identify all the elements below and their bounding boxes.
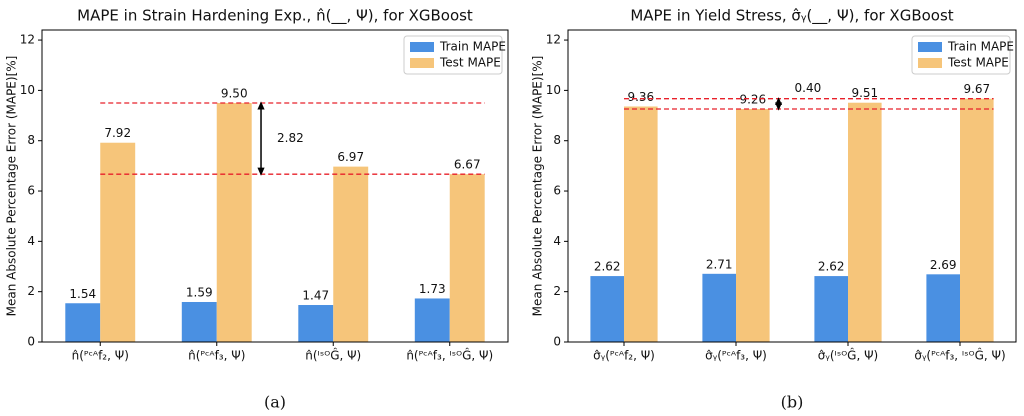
bar	[333, 166, 369, 342]
value-label: 2.69	[930, 258, 957, 272]
x-tick-label: n̂(ᴾᶜᴬf₃, Ψ)	[188, 349, 245, 363]
caption: (a)	[264, 393, 286, 412]
bar	[848, 102, 882, 342]
caption: (b)	[781, 393, 804, 412]
chart-title: MAPE in Yield Stress, σ̂ᵧ(__, Ψ), for XG…	[630, 7, 953, 26]
value-label: 7.92	[104, 126, 131, 140]
y-tick-label: 0	[553, 335, 561, 349]
y-tick-label: 2	[27, 284, 35, 298]
value-label: 9.67	[963, 82, 990, 96]
bar	[216, 102, 252, 342]
legend-swatch	[918, 58, 942, 68]
legend-label: Train MAPE	[439, 40, 506, 54]
y-tick-label: 6	[553, 184, 561, 198]
value-label: 9.36	[627, 90, 654, 104]
bar	[414, 298, 450, 342]
x-tick-label: σ̂ᵧ(ᴾᶜᴬf₃, ᴵˢᴼĜ, Ψ)	[914, 348, 1005, 363]
bar	[298, 305, 334, 342]
y-tick-label: 10	[546, 83, 561, 97]
y-tick-label: 12	[546, 33, 561, 47]
bar	[100, 142, 136, 342]
y-tick-label: 10	[20, 83, 35, 97]
y-tick-label: 12	[20, 33, 35, 47]
y-tick-label: 6	[27, 184, 35, 198]
y-axis-label: Mean Absolute Percentage Error (MAPE)[%]	[531, 56, 545, 317]
x-tick-label: σ̂ᵧ(ᴾᶜᴬf₂, Ψ)	[593, 349, 655, 363]
y-tick-label: 8	[553, 133, 561, 147]
legend-swatch	[410, 42, 434, 52]
legend-label: Train MAPE	[947, 40, 1014, 54]
x-tick-label: σ̂ᵧ(ᴾᶜᴬf₃, Ψ)	[705, 349, 767, 363]
value-label: 1.59	[186, 285, 213, 299]
bar	[960, 98, 994, 342]
y-tick-label: 8	[27, 133, 35, 147]
y-tick-label: 4	[553, 234, 561, 248]
legend-swatch	[410, 58, 434, 68]
bar	[926, 274, 960, 342]
bar	[702, 273, 736, 342]
bar	[814, 276, 848, 342]
value-label: 2.62	[594, 260, 621, 274]
legend-label: Test MAPE	[439, 56, 501, 70]
value-label: 1.47	[302, 289, 329, 303]
chart-title: MAPE in Strain Hardening Exp., n̂(__, Ψ)…	[77, 7, 473, 26]
plot-frame	[41, 29, 509, 343]
value-label: 6.67	[454, 158, 481, 172]
value-label: 1.73	[419, 282, 446, 296]
y-tick-label: 0	[27, 335, 35, 349]
y-tick-label: 2	[553, 284, 561, 298]
bar	[736, 109, 770, 342]
bar	[65, 303, 101, 342]
value-label: 6.97	[337, 150, 364, 164]
annotation: 0.40	[795, 81, 822, 95]
value-label: 9.26	[739, 93, 766, 107]
x-tick-label: n̂(ᴵˢᴼĜ, Ψ)	[305, 348, 361, 363]
legend-label: Test MAPE	[947, 56, 1009, 70]
bar	[181, 301, 217, 342]
y-axis-label: Mean Absolute Percentage Error (MAPE)[%]	[5, 56, 19, 317]
y-tick-label: 4	[27, 234, 35, 248]
bar	[449, 174, 485, 342]
x-tick-label: n̂(ᴾᶜᴬf₂, Ψ)	[72, 349, 129, 363]
value-label: 1.54	[69, 287, 96, 301]
legend-swatch	[918, 42, 942, 52]
bar	[590, 276, 624, 342]
x-tick-label: n̂(ᴾᶜᴬf₃, ᴵˢᴼĜ, Ψ)	[406, 348, 493, 363]
value-label: 2.62	[818, 260, 845, 274]
value-label: 2.71	[706, 257, 733, 271]
plot-frame	[567, 29, 1017, 343]
value-label: 9.51	[851, 86, 878, 100]
x-tick-label: σ̂ᵧ(ᴵˢᴼĜ, Ψ)	[818, 348, 878, 363]
bar	[624, 106, 658, 342]
value-label: 9.50	[221, 86, 248, 100]
annotation: 2.82	[277, 131, 304, 145]
